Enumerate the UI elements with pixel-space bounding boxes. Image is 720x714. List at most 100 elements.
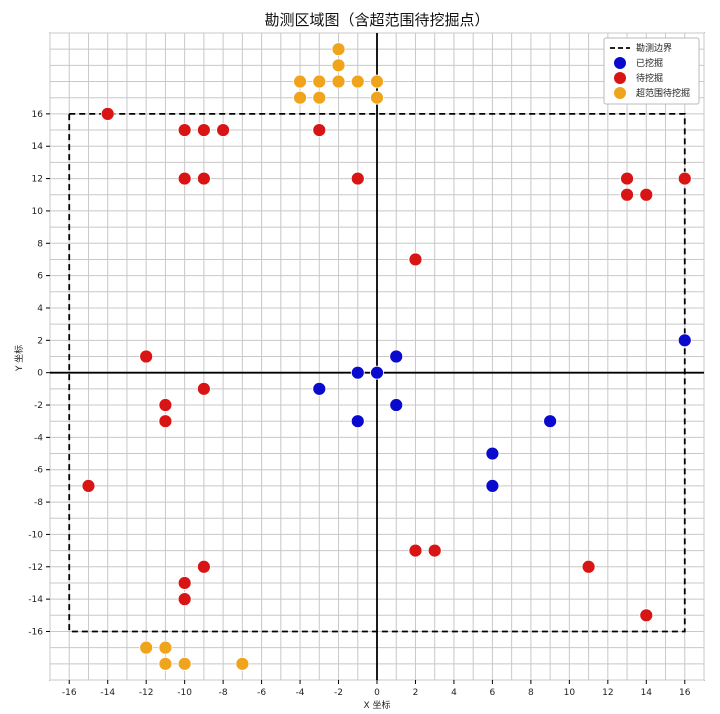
data-point [177, 656, 192, 671]
x-tick-label: 14 [641, 688, 653, 698]
legend-entry-boundary: 勘测边界 [636, 43, 672, 54]
legend-entry: 已挖掘 [636, 57, 663, 69]
data-point [331, 58, 346, 73]
y-tick-label: -10 [28, 530, 43, 540]
y-tick-label: 12 [32, 175, 43, 185]
data-point [177, 123, 192, 137]
y-tick-label: -4 [34, 433, 43, 443]
data-point [158, 640, 173, 655]
legend-box [603, 37, 700, 105]
data-point [350, 74, 365, 89]
data-point [370, 365, 384, 380]
y-tick-label: 2 [37, 336, 43, 346]
tick-labels: -16 -14 -12 -10 -8 -6 -4 -2 0 2 4 6 8 10 12 14 16 -16 -14 -… [28, 110, 690, 698]
data-point [216, 123, 231, 137]
y-tick-label: -2 [34, 401, 43, 411]
x-tick-label: 0 [374, 688, 380, 698]
data-point [408, 252, 423, 267]
data-points [81, 42, 692, 671]
survey-boundary [68, 112, 686, 633]
x-tick-label: -16 [62, 688, 77, 698]
x-tick-label: 2 [413, 688, 419, 698]
data-point [408, 543, 423, 558]
data-point [177, 592, 192, 607]
legend-swatch [614, 72, 626, 84]
data-point [312, 74, 327, 89]
data-point [293, 74, 307, 89]
data-point [331, 74, 346, 89]
data-point [81, 478, 96, 493]
data-point [370, 90, 384, 105]
data-point [677, 333, 692, 348]
data-point [235, 656, 250, 671]
y-axis-label: Y 坐标 [13, 345, 25, 372]
x-tick-label: 12 [602, 688, 613, 698]
x-tick-label: -12 [139, 688, 154, 698]
x-axis-label: X 坐标 [363, 699, 390, 711]
data-point [389, 349, 404, 364]
data-point [620, 187, 634, 202]
y-tick-label: -8 [34, 498, 43, 508]
legend-entry: 超范围待挖掘 [636, 87, 690, 99]
x-tick-label: -10 [177, 688, 192, 698]
data-point [177, 576, 192, 590]
data-point [350, 414, 365, 429]
data-point [177, 171, 192, 186]
chart-title: 勘测区域图（含超范围待挖掘点） [264, 11, 489, 29]
y-tick-label: 6 [37, 272, 43, 282]
y-tick-label: -14 [28, 595, 43, 605]
legend-swatch [614, 57, 626, 69]
x-tick-label: -14 [100, 688, 115, 698]
x-tick-label: 4 [451, 688, 457, 698]
data-point [196, 381, 211, 396]
data-point [196, 559, 211, 574]
data-point [350, 365, 365, 380]
y-tick-label: -16 [28, 627, 43, 637]
data-point [639, 608, 654, 623]
data-point [158, 414, 173, 429]
boundary-rect [68, 112, 686, 633]
data-point [100, 106, 115, 121]
data-point [389, 398, 404, 412]
data-point [485, 478, 500, 493]
x-tick-label: -6 [257, 688, 266, 698]
data-point [139, 640, 154, 655]
data-point [677, 171, 692, 186]
data-point [350, 171, 365, 186]
y-tick-label: 4 [37, 304, 43, 314]
data-point [620, 171, 634, 186]
data-point [293, 90, 307, 105]
y-tick-label: 16 [32, 110, 44, 120]
data-point [485, 446, 500, 461]
data-point [331, 42, 346, 57]
x-tick-label: 6 [490, 688, 496, 698]
legend-entry: 待挖掘 [636, 72, 663, 84]
data-point [158, 398, 173, 412]
data-point [370, 74, 384, 89]
data-point [312, 381, 327, 396]
data-point [158, 656, 173, 671]
y-tick-label: 8 [37, 239, 43, 249]
x-tick-label: -2 [334, 688, 343, 698]
data-point [312, 90, 327, 105]
y-tick-label: 10 [32, 207, 44, 217]
x-tick-label: 10 [564, 688, 576, 698]
data-point [139, 349, 154, 364]
x-tick-label: -8 [219, 688, 228, 698]
data-point [312, 123, 327, 137]
data-point [639, 187, 654, 202]
y-tick-label: -12 [28, 563, 43, 573]
x-tick-label: -4 [296, 688, 305, 698]
data-point [196, 123, 211, 137]
data-point [581, 559, 596, 574]
legend-swatch [614, 87, 626, 99]
x-tick-label: 16 [679, 688, 691, 698]
y-tick-label: -6 [34, 466, 43, 476]
data-point [196, 171, 211, 186]
y-tick-label: 14 [32, 142, 44, 152]
data-point [427, 543, 442, 558]
data-point [543, 414, 558, 429]
y-tick-label: 0 [37, 369, 43, 379]
